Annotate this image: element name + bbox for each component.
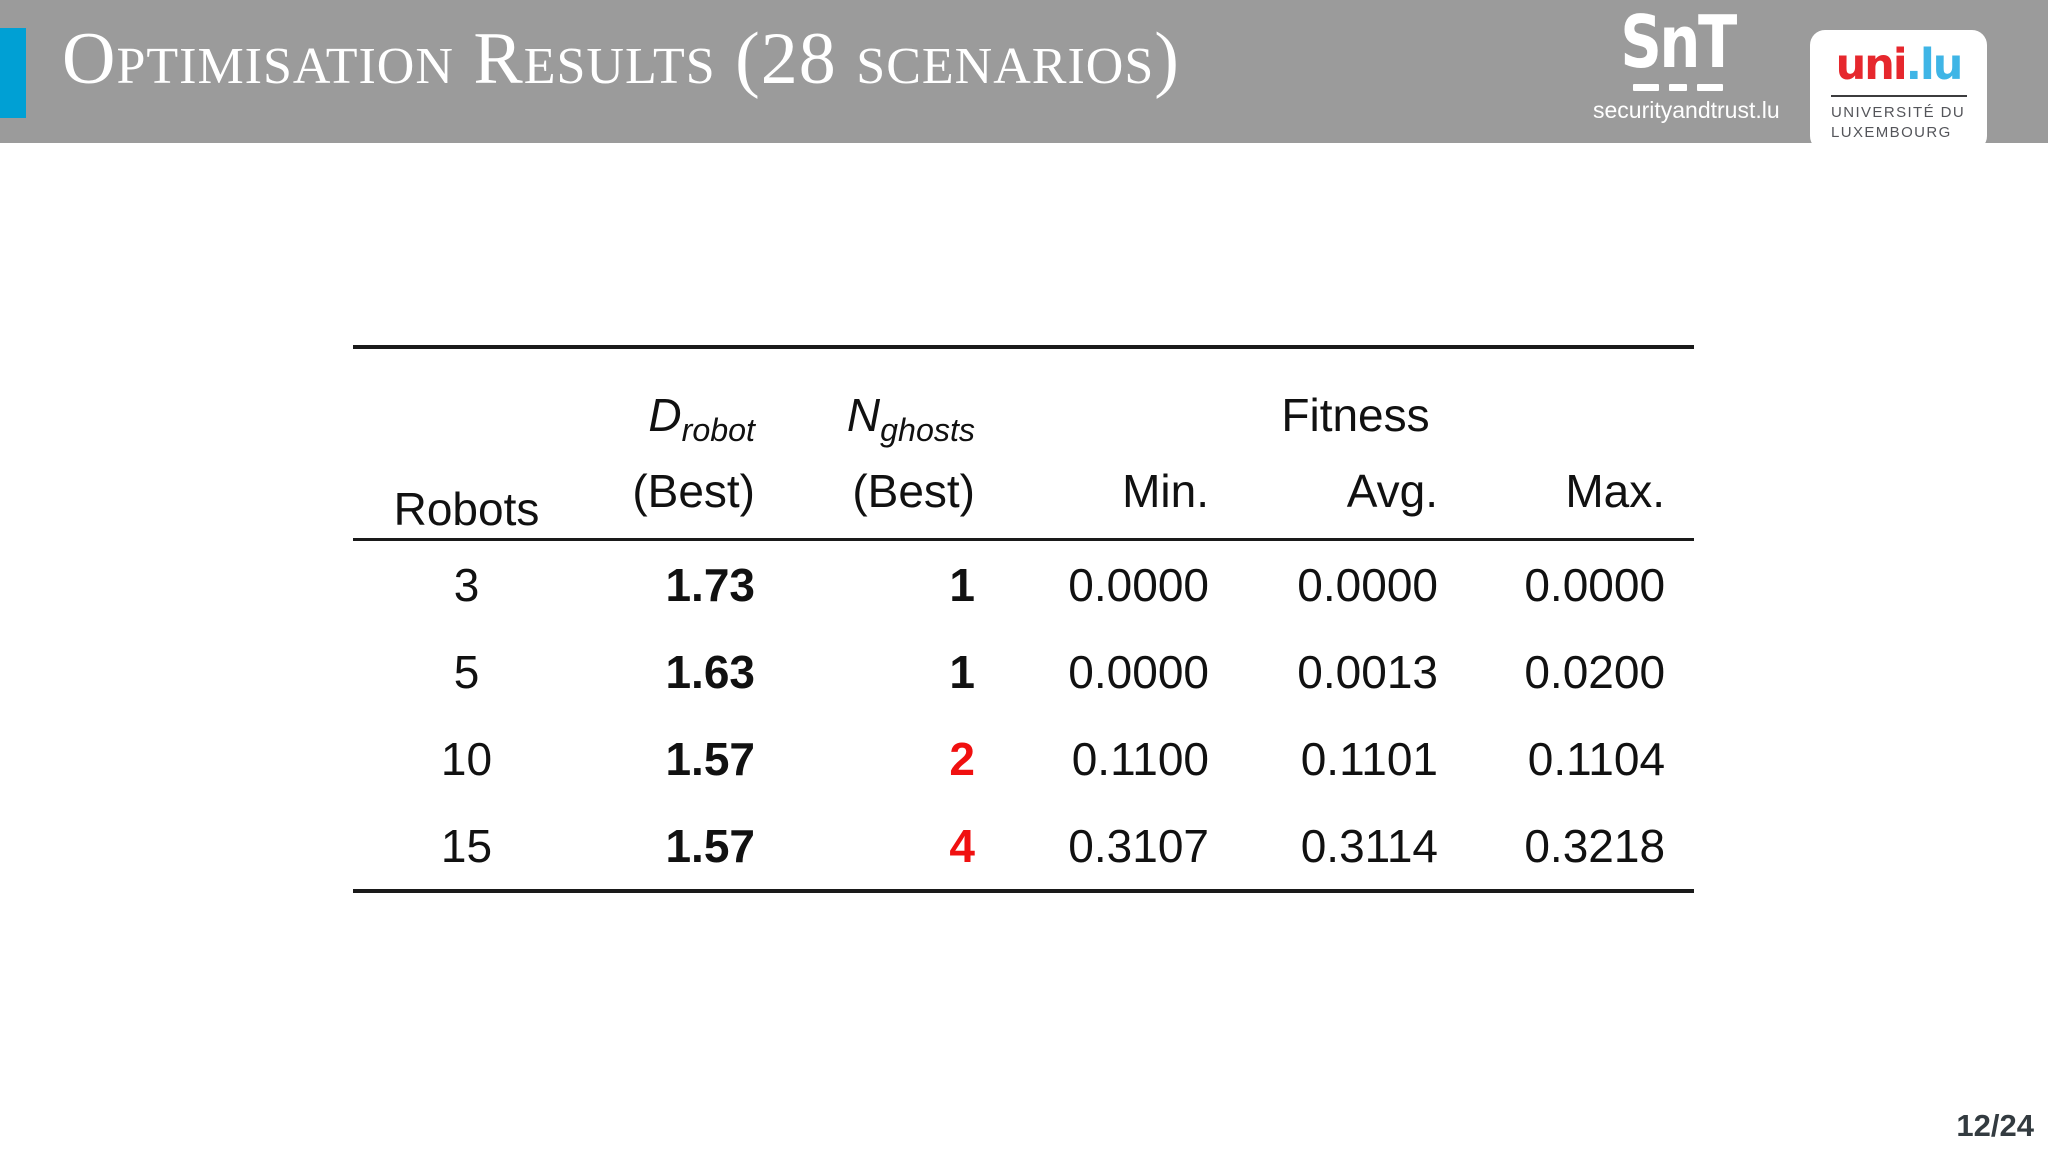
unilu-name-line1: UNIVERSITÉ DU xyxy=(1831,104,1966,121)
unilu-word-red: uni xyxy=(1835,40,1908,90)
fitness-avg-value: 0.0013 xyxy=(1297,645,1438,698)
fitness-min-value: 0.0000 xyxy=(1068,558,1209,611)
slide-title: Optimisation Results (28 scenarios) xyxy=(62,18,1180,100)
snt-wordmark: SnT xyxy=(1620,0,1738,84)
fitness-max-value: 0.1104 xyxy=(1527,732,1666,785)
col-header-d-best: (Best) xyxy=(632,465,755,517)
snt-tagline: securityandtrust.lu xyxy=(1593,97,1780,123)
robots-value: 5 xyxy=(453,645,480,698)
unilu-wordmark: uni.lu xyxy=(1810,44,1987,87)
fitness-avg-value: 0.3114 xyxy=(1300,819,1438,872)
col-header-n-ghosts: Nghosts xyxy=(807,347,1017,446)
n-best-value: 1 xyxy=(949,558,975,611)
d-best-value: 1.57 xyxy=(665,732,755,785)
page-indicator: 12/24 xyxy=(1956,1108,2034,1143)
results-table: Robots Drobot Nghosts Fitness (Best) (Be… xyxy=(353,345,1695,893)
fitness-min-value: 0.0000 xyxy=(1068,645,1209,698)
unilu-name-line2: LUXEMBOURG xyxy=(1831,124,1952,141)
n-subscript: ghosts xyxy=(880,412,975,449)
unilu-divider xyxy=(1831,95,1967,97)
col-header-avg: Avg. xyxy=(1346,465,1438,517)
d-subscript: robot xyxy=(681,412,755,449)
fitness-max-value: 0.0000 xyxy=(1524,558,1666,611)
fitness-max-value: 0.3218 xyxy=(1524,819,1666,872)
table-row: 5 1.63 1 0.0000 0.0013 0.0200 xyxy=(353,628,1694,715)
d-best-value: 1.63 xyxy=(665,645,755,698)
fitness-min-value: 0.1100 xyxy=(1071,732,1209,785)
snt-logo: SnT securityandtrust.lu xyxy=(1593,0,1780,123)
n-best-value-highlighted: 2 xyxy=(949,732,975,785)
robots-value: 3 xyxy=(453,558,480,611)
col-header-n-best: (Best) xyxy=(852,465,975,517)
n-best-value: 1 xyxy=(949,645,975,698)
col-header-fitness: Fitness xyxy=(1281,389,1430,441)
d-symbol: D xyxy=(648,389,682,441)
n-best-value-highlighted: 4 xyxy=(949,819,975,872)
fitness-min-value: 0.3107 xyxy=(1068,819,1209,872)
unilu-word-blue: .lu xyxy=(1905,40,1964,90)
col-header-d-robot: Drobot xyxy=(580,347,807,446)
fitness-avg-value: 0.1101 xyxy=(1300,732,1438,785)
n-symbol: N xyxy=(846,389,881,441)
robots-value: 15 xyxy=(440,819,493,872)
table-row: 15 1.57 4 0.3107 0.3114 0.3218 xyxy=(353,802,1694,891)
accent-block xyxy=(0,28,26,118)
col-header-min: Min. xyxy=(1122,465,1209,517)
robots-value: 10 xyxy=(440,732,493,785)
header-bar xyxy=(0,0,2048,143)
col-header-max: Max. xyxy=(1565,465,1666,517)
fitness-avg-value: 0.0000 xyxy=(1297,558,1438,611)
col-header-robots: Robots xyxy=(393,483,540,535)
fitness-max-value: 0.0200 xyxy=(1524,645,1666,698)
d-best-value: 1.57 xyxy=(665,819,755,872)
table-row: 3 1.73 1 0.0000 0.0000 0.0000 xyxy=(353,540,1694,629)
unilu-logo-card: uni.lu UNIVERSITÉ DU LUXEMBOURG xyxy=(1810,30,1987,151)
snt-dashes-icon xyxy=(1593,84,1763,91)
table-row: 10 1.57 2 0.1100 0.1101 0.1104 xyxy=(353,715,1694,802)
d-best-value: 1.73 xyxy=(665,558,755,611)
